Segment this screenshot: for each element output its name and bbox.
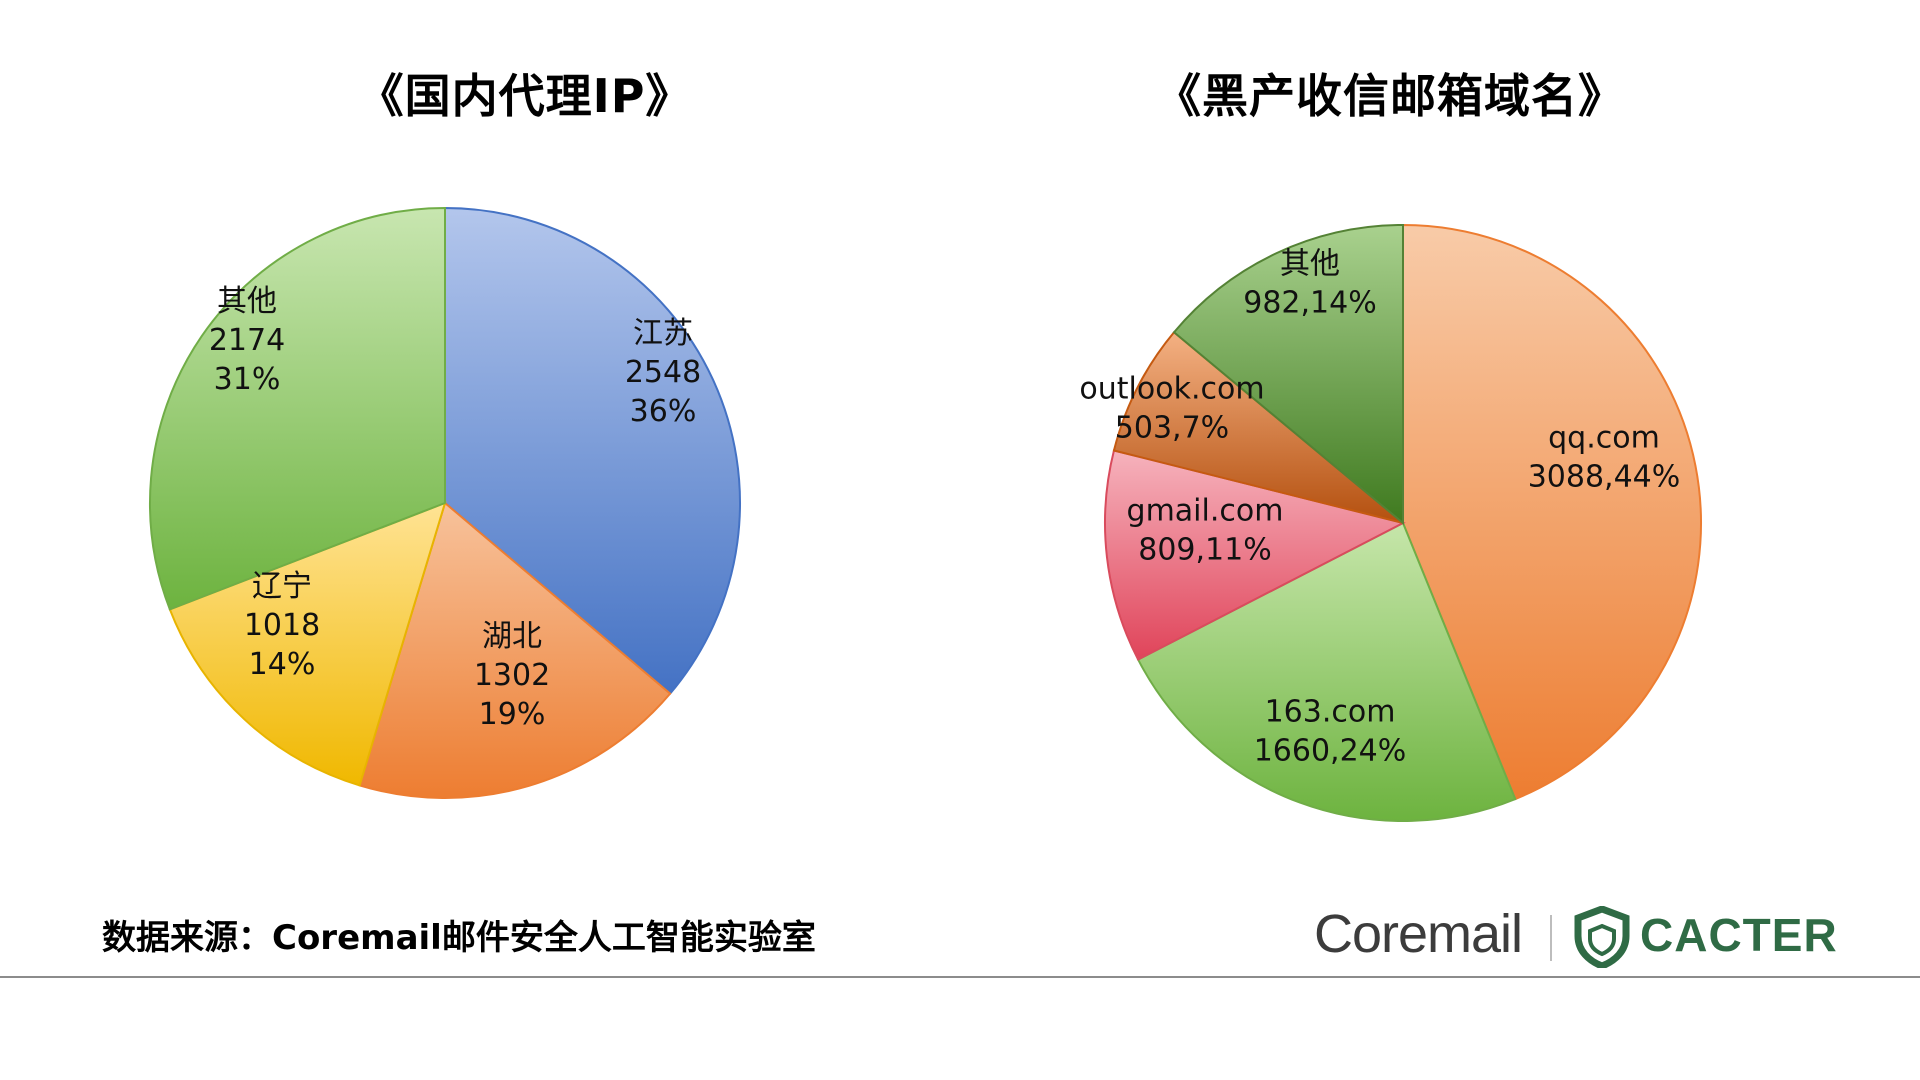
data-label-江苏: 江苏 2548 36% bbox=[625, 316, 701, 429]
pie-slice-江苏 bbox=[444, 206, 741, 696]
data-label-outlook-com: outlook.com 503,7% bbox=[1079, 372, 1264, 446]
data-label-湖北: 湖北 1302 19% bbox=[474, 619, 550, 732]
pie-slice-outlook-com bbox=[1112, 330, 1404, 524]
data-label-163-com: 163.com 1660,24% bbox=[1254, 695, 1407, 769]
chart-title-mailbox-domains: 《黑产收信邮箱域名》 bbox=[1155, 69, 1625, 123]
pie-slice-辽宁 bbox=[168, 501, 447, 787]
data-label-其他: 其他 2174 31% bbox=[209, 284, 285, 397]
data-label-qq-com: qq.com 3088,44% bbox=[1528, 421, 1681, 495]
shield-icon bbox=[1574, 906, 1630, 968]
pie-slice-163-com bbox=[1136, 521, 1517, 822]
data-label-其他: 其他 982,14% bbox=[1243, 247, 1376, 321]
pie-slice-gmail-com bbox=[1104, 449, 1406, 661]
coremail-logo: Coremail bbox=[1314, 904, 1523, 964]
logo-divider bbox=[1550, 915, 1552, 961]
footer-divider bbox=[0, 976, 1920, 978]
pie-slice-qq-com bbox=[1402, 223, 1703, 801]
chart-title-domestic-proxy-ip: 《国内代理IP》 bbox=[357, 69, 693, 123]
pie-chart-mailbox-domains: qq.com 3088,44% 163.com 1660,24% gmail.com 80… bbox=[1079, 223, 1703, 822]
pie-slice-湖北 bbox=[358, 501, 672, 799]
pie-slice-其他 bbox=[1172, 223, 1404, 526]
pie-slice-其他 bbox=[149, 206, 446, 611]
data-label-gmail-com: gmail.com 809,11% bbox=[1127, 494, 1284, 568]
data-source-note: 数据来源：Coremail邮件安全人工智能实验室 bbox=[102, 918, 816, 958]
data-label-辽宁: 辽宁 1018 14% bbox=[244, 569, 320, 682]
cacter-logo: CACTER bbox=[1640, 909, 1838, 961]
pie-chart-domestic-proxy-ip: 江苏 2548 36% 湖北 1302 19% 辽宁 1018 14% 其他 2174 31% bbox=[149, 206, 741, 799]
